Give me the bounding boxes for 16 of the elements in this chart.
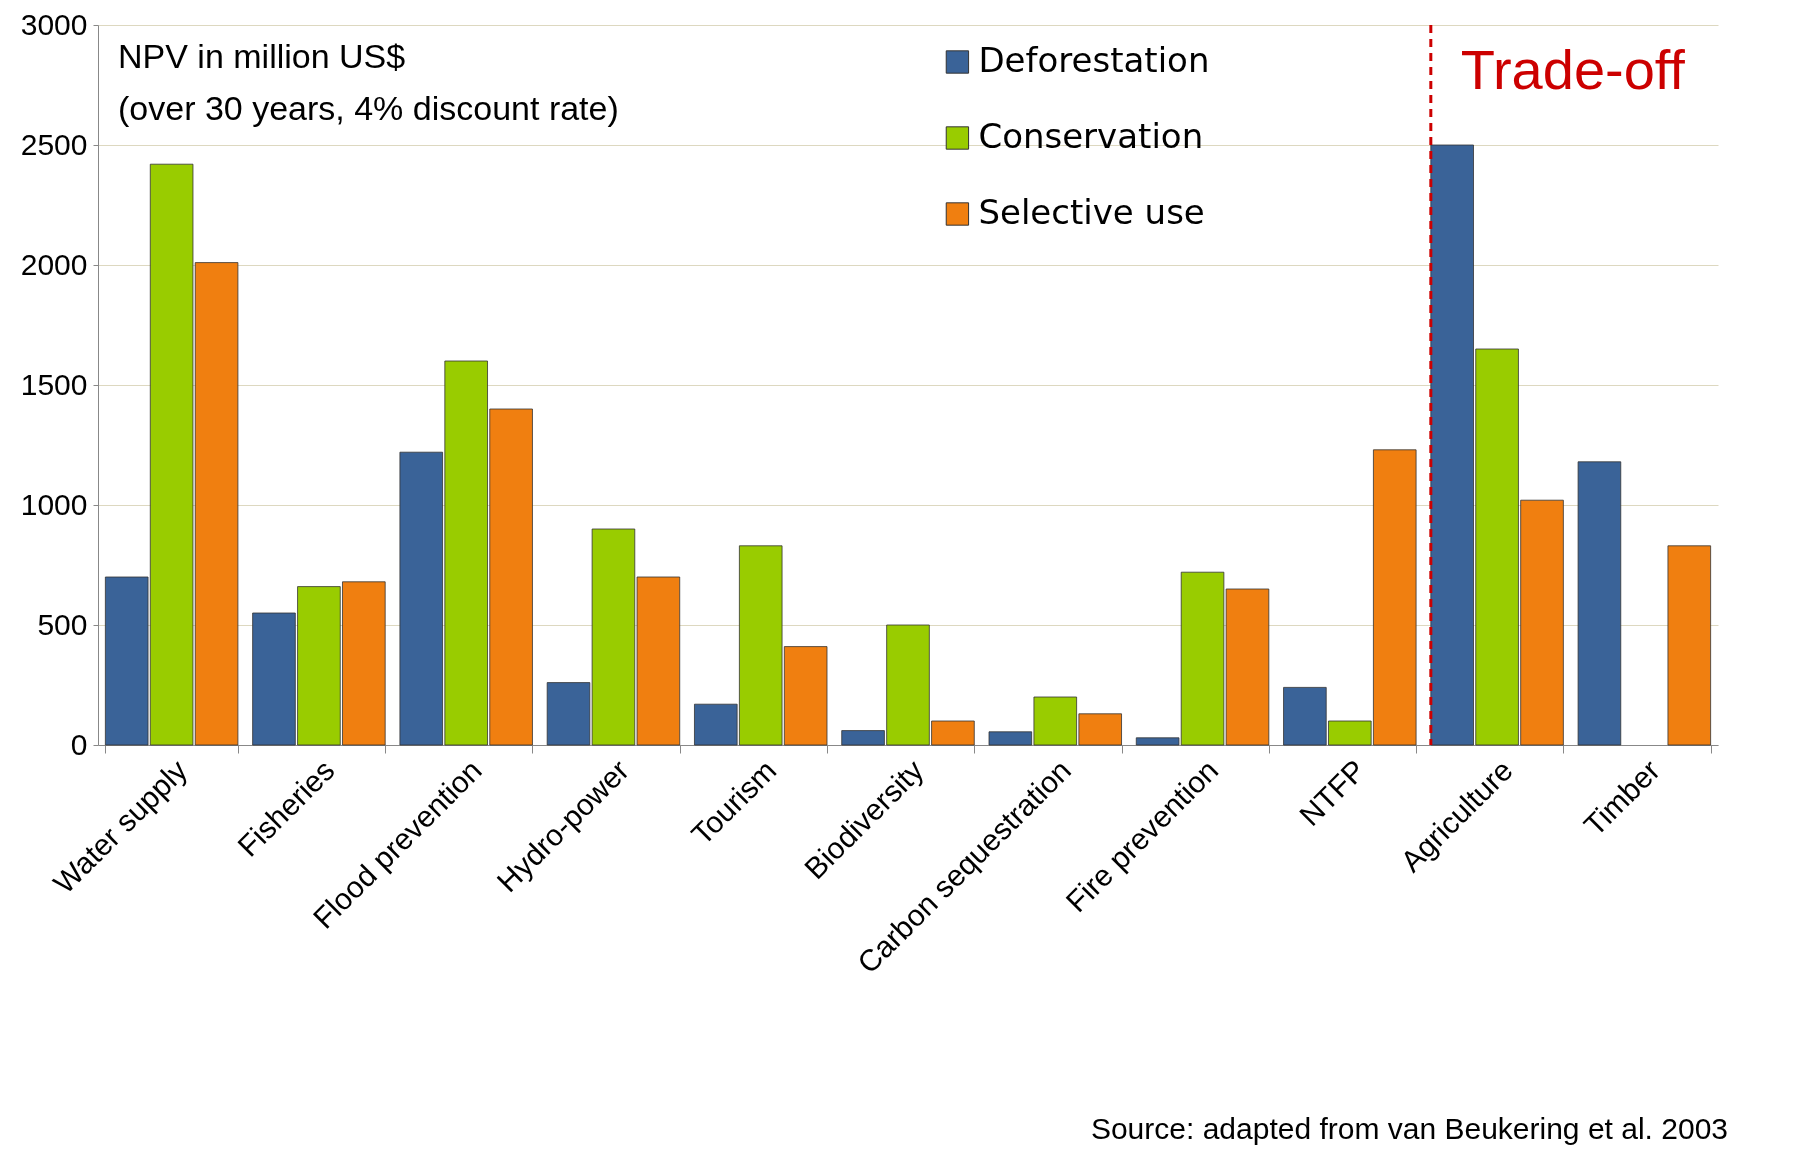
y-tick-label: 1500 [20,367,88,401]
legend-label: Selective use [978,192,1205,232]
y-tick-label: 500 [37,607,88,641]
y-tick-label: 2500 [20,127,88,161]
annotation: (over 30 years, 4% discount rate) [118,89,619,127]
y-tick-label: 0 [70,727,88,761]
legend-label: Conservation [978,116,1204,156]
y-tick-label: 1000 [20,487,88,521]
y-tick-label: 2000 [20,247,88,281]
y-tick-label: 3000 [20,7,88,41]
ref-line-label: Trade-off [1460,38,1686,101]
bar [1667,545,1712,746]
source-note: Source: adapted from van Beukering et al. 2003 [1090,1112,1728,1145]
bar [1577,461,1622,746]
legend-label: Deforestation [978,40,1210,80]
annotation: NPV in million US$ [118,37,406,75]
